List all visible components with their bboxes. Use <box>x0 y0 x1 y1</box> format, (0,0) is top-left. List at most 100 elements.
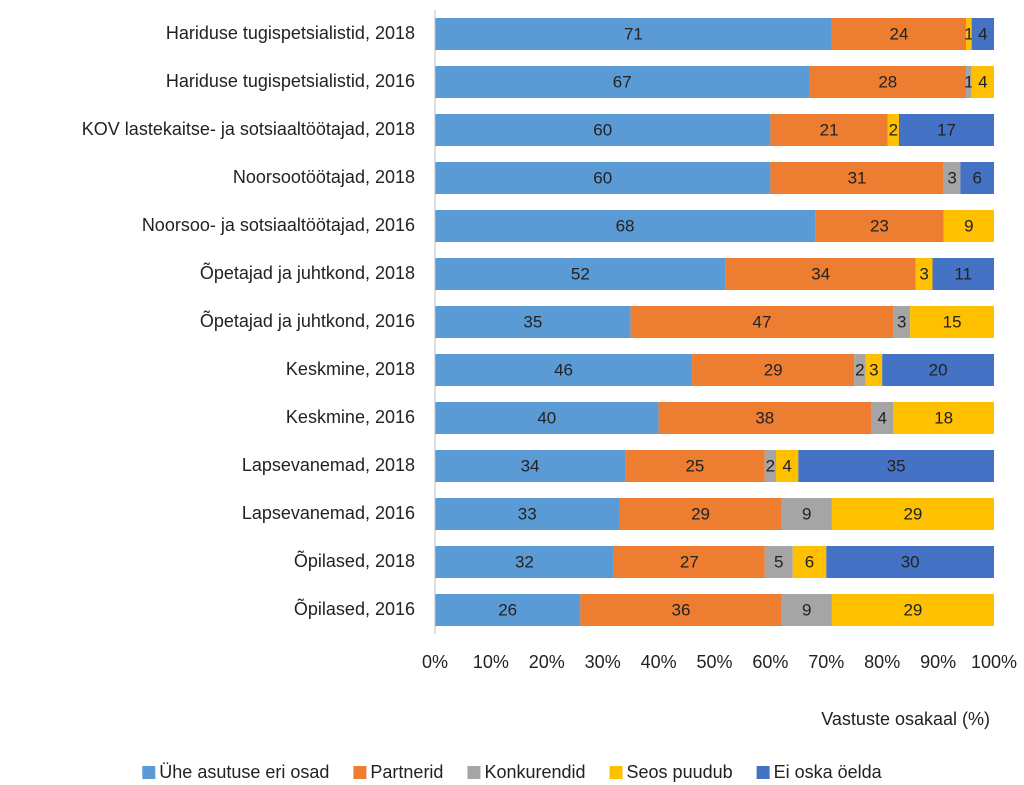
data-label: 6 <box>805 552 814 571</box>
y-tick-label: Hariduse tugispetsialistid, 2018 <box>166 23 415 43</box>
bar-segment <box>435 306 631 338</box>
data-label: 4 <box>782 456 791 475</box>
bar-segment <box>966 66 972 98</box>
data-label: 3 <box>897 312 906 331</box>
x-axis-title: Vastuste osakaal (%) <box>821 709 990 729</box>
x-tick-label: 30% <box>585 652 621 672</box>
bar-segment <box>826 546 994 578</box>
y-tick-label: Hariduse tugispetsialistid, 2016 <box>166 71 415 91</box>
data-label: 60 <box>593 168 612 187</box>
data-label: 9 <box>802 600 811 619</box>
bar-segment <box>630 306 894 338</box>
bar-segment <box>435 66 810 98</box>
data-label: 34 <box>521 456 540 475</box>
legend-swatch <box>756 766 770 779</box>
legend-label: Ühe asutuse eri osad <box>159 762 329 782</box>
data-label: 2 <box>855 360 864 379</box>
bar-segment <box>781 498 832 530</box>
data-label: 4 <box>978 24 987 43</box>
y-tick-label: KOV lastekaitse- ja sotsiaaltöötajad, 20… <box>82 119 415 139</box>
bar-segment <box>775 450 799 482</box>
bar-segment <box>435 594 581 626</box>
data-label: 2 <box>889 120 898 139</box>
data-label: 71 <box>624 24 643 43</box>
bar-segment <box>764 450 776 482</box>
data-label: 20 <box>929 360 948 379</box>
x-tick-label: 100% <box>971 652 1017 672</box>
bar-segment <box>725 258 916 290</box>
data-label: 38 <box>755 408 774 427</box>
x-tick-label: 90% <box>920 652 956 672</box>
bar-segment <box>887 114 899 146</box>
data-label: 30 <box>901 552 920 571</box>
data-label: 31 <box>848 168 867 187</box>
legend-swatch <box>467 766 481 779</box>
data-label: 4 <box>978 72 987 91</box>
bar-segment <box>831 18 967 50</box>
bar-segment <box>815 210 944 242</box>
y-tick-label: Õpetajad ja juhtkond, 2018 <box>200 262 415 283</box>
data-label: 23 <box>870 216 889 235</box>
bar-segment <box>435 498 620 530</box>
data-label: 29 <box>903 600 922 619</box>
data-label: 24 <box>890 24 909 43</box>
data-label: 35 <box>523 312 542 331</box>
bar-segment <box>435 210 816 242</box>
bar-segment <box>435 402 659 434</box>
bar-segment <box>960 162 994 194</box>
data-label: 1 <box>964 24 973 43</box>
bar-segment <box>971 18 994 50</box>
bar-segment <box>625 450 765 482</box>
bar-segment <box>770 114 888 146</box>
bar-segment <box>809 66 967 98</box>
y-tick-label: Noorsoo- ja sotsiaaltöötajad, 2016 <box>142 215 415 235</box>
data-label: 27 <box>680 552 699 571</box>
data-label: 32 <box>515 552 534 571</box>
legend-swatch <box>142 766 156 779</box>
y-tick-label: Noorsootöötajad, 2018 <box>233 167 415 187</box>
y-tick-label: Lapsevanemad, 2016 <box>242 503 415 523</box>
bar-segment <box>871 402 894 434</box>
bar-segment <box>798 450 994 482</box>
data-label: 26 <box>498 600 517 619</box>
x-tick-label: 70% <box>808 652 844 672</box>
bar-segment <box>898 114 994 146</box>
data-label: 46 <box>554 360 573 379</box>
x-tick-label: 10% <box>473 652 509 672</box>
bar-segment <box>770 162 944 194</box>
data-label: 15 <box>943 312 962 331</box>
x-tick-label: 40% <box>641 652 677 672</box>
x-tick-label: 80% <box>864 652 900 672</box>
bar-segment <box>580 594 782 626</box>
bar-segment <box>435 258 726 290</box>
bar-segment <box>619 498 782 530</box>
bar-segment <box>882 354 994 386</box>
data-label: 35 <box>887 456 906 475</box>
data-label: 9 <box>802 504 811 523</box>
data-label: 4 <box>877 408 886 427</box>
data-label: 11 <box>954 264 972 283</box>
x-tick-label: 60% <box>752 652 788 672</box>
data-label: 17 <box>937 120 956 139</box>
bar-segment <box>943 162 961 194</box>
bar-segment <box>910 306 994 338</box>
y-tick-label: Õpilased, 2018 <box>294 550 415 571</box>
data-label: 29 <box>903 504 922 523</box>
legend-swatch <box>353 766 367 779</box>
bar-segment <box>893 402 994 434</box>
bar-segment <box>932 258 994 290</box>
data-label: 67 <box>613 72 632 91</box>
bar-segment <box>792 546 827 578</box>
y-tick-label: Keskmine, 2016 <box>286 407 415 427</box>
x-tick-label: 20% <box>529 652 565 672</box>
bar-segment <box>854 354 866 386</box>
bar-segment <box>658 402 872 434</box>
bar-segment <box>915 258 933 290</box>
y-tick-label: Õpilased, 2016 <box>294 598 415 619</box>
legend-label: Ei oska öelda <box>774 762 883 782</box>
data-label: 18 <box>934 408 953 427</box>
y-tick-label: Keskmine, 2018 <box>286 359 415 379</box>
bar-segment <box>971 66 994 98</box>
bar-segment <box>781 594 832 626</box>
